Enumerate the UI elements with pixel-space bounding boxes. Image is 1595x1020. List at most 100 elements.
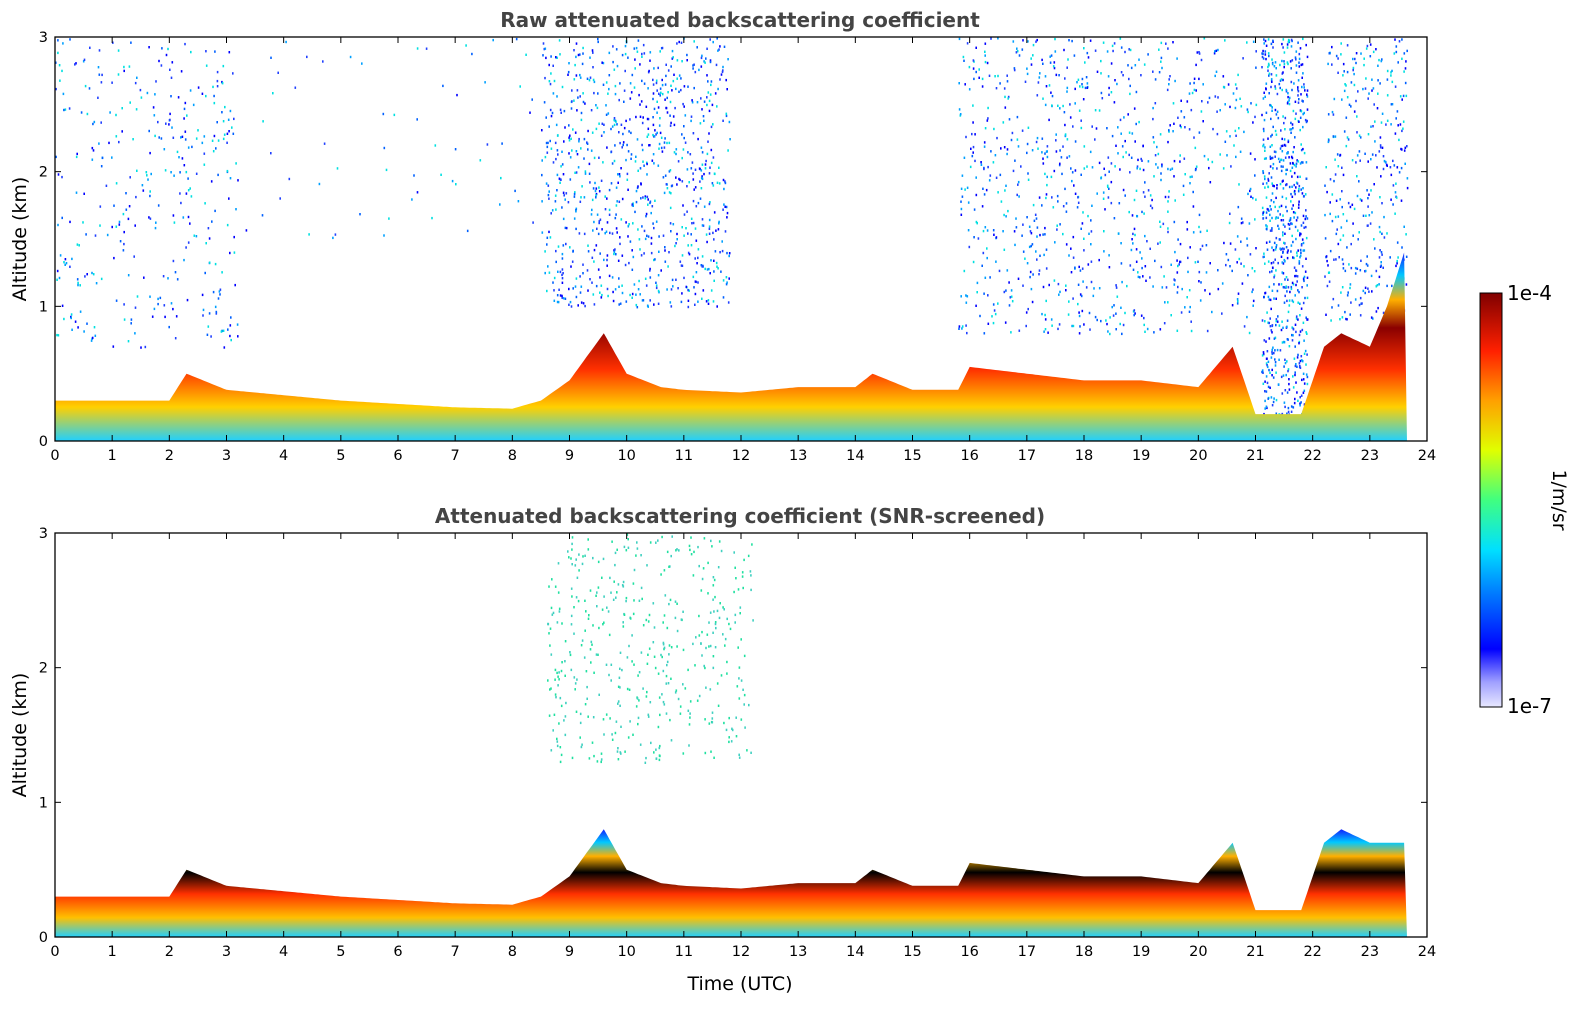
noise-speckle (687, 232, 689, 235)
noise-speckle (69, 265, 71, 268)
noise-speckle (666, 187, 669, 190)
noise-speckle (542, 42, 545, 45)
noise-speckle (701, 630, 703, 634)
noise-speckle (1271, 182, 1273, 185)
noise-speckle (1194, 168, 1197, 172)
noise-speckle (1385, 123, 1387, 126)
noise-speckle (1149, 247, 1151, 250)
noise-speckle (716, 265, 718, 268)
noise-speckle (234, 283, 236, 287)
x-tick-label: 8 (508, 448, 517, 464)
noise-speckle (570, 265, 572, 268)
noise-speckle (960, 200, 962, 203)
noise-speckle (641, 143, 643, 147)
noise-speckle (686, 168, 689, 171)
noise-speckle (695, 271, 698, 274)
noise-speckle (1350, 242, 1352, 246)
noise-speckle (607, 610, 610, 613)
noise-speckle (1209, 262, 1211, 265)
noise-speckle (1269, 165, 1272, 168)
noise-speckle (653, 655, 656, 658)
noise-speckle (582, 46, 584, 50)
x-tick-label: 23 (1361, 448, 1379, 464)
noise-speckle (1275, 269, 1277, 272)
noise-speckle (1302, 221, 1305, 224)
noise-speckle (716, 305, 718, 308)
noise-speckle (1098, 109, 1101, 112)
noise-speckle (601, 576, 603, 579)
noise-speckle (642, 299, 645, 302)
noise-speckle (361, 62, 363, 65)
noise-speckle (1335, 199, 1338, 202)
noise-speckle (155, 80, 157, 83)
noise-speckle (1159, 328, 1162, 331)
noise-speckle (1393, 52, 1396, 55)
noise-speckle (558, 607, 561, 610)
noise-speckle (215, 312, 218, 315)
noise-speckle (1265, 340, 1267, 343)
noise-speckle (382, 112, 385, 116)
noise-speckle (743, 558, 745, 562)
noise-speckle (1289, 169, 1292, 173)
noise-speckle (1270, 85, 1272, 89)
noise-speckle (1300, 394, 1303, 397)
noise-speckle (1077, 302, 1079, 306)
noise-speckle (1090, 243, 1092, 246)
noise-speckle (1242, 221, 1244, 224)
noise-speckle (691, 101, 694, 104)
noise-speckle (1008, 118, 1011, 121)
noise-speckle (1297, 160, 1300, 163)
noise-speckle (1286, 43, 1289, 46)
noise-speckle (492, 38, 494, 42)
noise-speckle (1219, 153, 1221, 156)
noise-speckle (1015, 226, 1018, 229)
noise-speckle (695, 636, 697, 639)
y-tick-label: 1 (39, 795, 48, 811)
noise-speckle (727, 149, 729, 152)
noise-speckle (1065, 284, 1067, 287)
noise-speckle (115, 113, 117, 117)
noise-speckle (1405, 255, 1408, 258)
noise-speckle (627, 538, 629, 541)
noise-speckle (640, 651, 643, 654)
noise-speckle (679, 712, 682, 715)
noise-speckle (134, 332, 136, 335)
noise-speckle (1186, 228, 1189, 231)
noise-speckle (1296, 251, 1298, 254)
noise-speckle (1145, 279, 1147, 282)
noise-speckle (556, 149, 559, 152)
x-tick-label: 11 (675, 944, 693, 960)
noise-speckle (1405, 233, 1407, 236)
noise-speckle (689, 153, 692, 156)
noise-speckle (1085, 76, 1088, 79)
noise-speckle (1157, 242, 1159, 245)
noise-speckle (1305, 43, 1307, 47)
noise-speckle (705, 300, 708, 303)
noise-speckle (698, 614, 700, 618)
noise-speckle (202, 308, 205, 312)
noise-speckle (616, 750, 619, 753)
noise-speckle (573, 49, 575, 52)
noise-speckle (617, 685, 620, 688)
noise-speckle (565, 701, 567, 705)
noise-speckle (1007, 209, 1009, 213)
noise-speckle (1003, 87, 1006, 90)
noise-speckle (717, 566, 720, 569)
noise-speckle (595, 192, 598, 196)
noise-speckle (1270, 396, 1273, 399)
noise-speckle (1110, 180, 1113, 184)
noise-speckle (984, 54, 986, 57)
noise-speckle (708, 722, 711, 725)
noise-speckle (670, 65, 672, 68)
noise-speckle (638, 238, 641, 241)
noise-speckle (1302, 214, 1305, 218)
noise-speckle (182, 216, 185, 219)
noise-speckle (613, 159, 616, 163)
noise-speckle (1179, 260, 1182, 264)
noise-speckle (981, 77, 984, 81)
noise-speckle (1117, 152, 1119, 155)
noise-speckle (635, 303, 638, 307)
noise-speckle (560, 111, 562, 114)
noise-speckle (1005, 289, 1007, 292)
noise-speckle (1115, 144, 1117, 147)
